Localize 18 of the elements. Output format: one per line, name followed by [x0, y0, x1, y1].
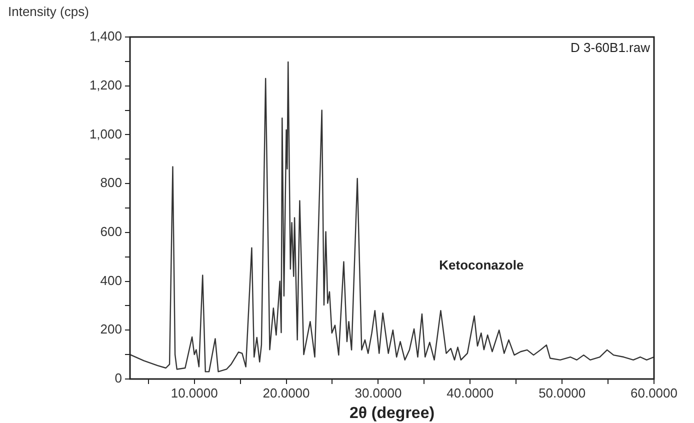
x-axis-title: 2θ (degree): [349, 404, 435, 422]
x-tick-label: 30.0000: [354, 385, 402, 400]
y-tick-label: 600: [100, 224, 122, 240]
x-tick-label: 20.0000: [262, 385, 310, 400]
y-axis-title: Intensity (cps): [8, 4, 89, 19]
x-tick-label: 60.0000: [630, 385, 678, 400]
y-tick-label: 800: [100, 175, 122, 190]
x-tick-label: 50.0000: [538, 385, 586, 400]
x-tick-label: 10.0000: [170, 385, 218, 400]
y-tick-label: 1,000: [89, 126, 122, 142]
y-tick-label: 0: [114, 370, 122, 386]
y-tick-label: 1,200: [89, 77, 122, 92]
y-tick-label: 200: [100, 322, 122, 337]
x-tick-label: 40.0000: [446, 385, 494, 400]
y-tick-label: 1,400: [89, 28, 122, 44]
annotation: Ketoconazole: [439, 257, 524, 272]
annotation: D 3-60B1.raw: [570, 40, 651, 56]
y-tick-label: 400: [100, 272, 122, 288]
